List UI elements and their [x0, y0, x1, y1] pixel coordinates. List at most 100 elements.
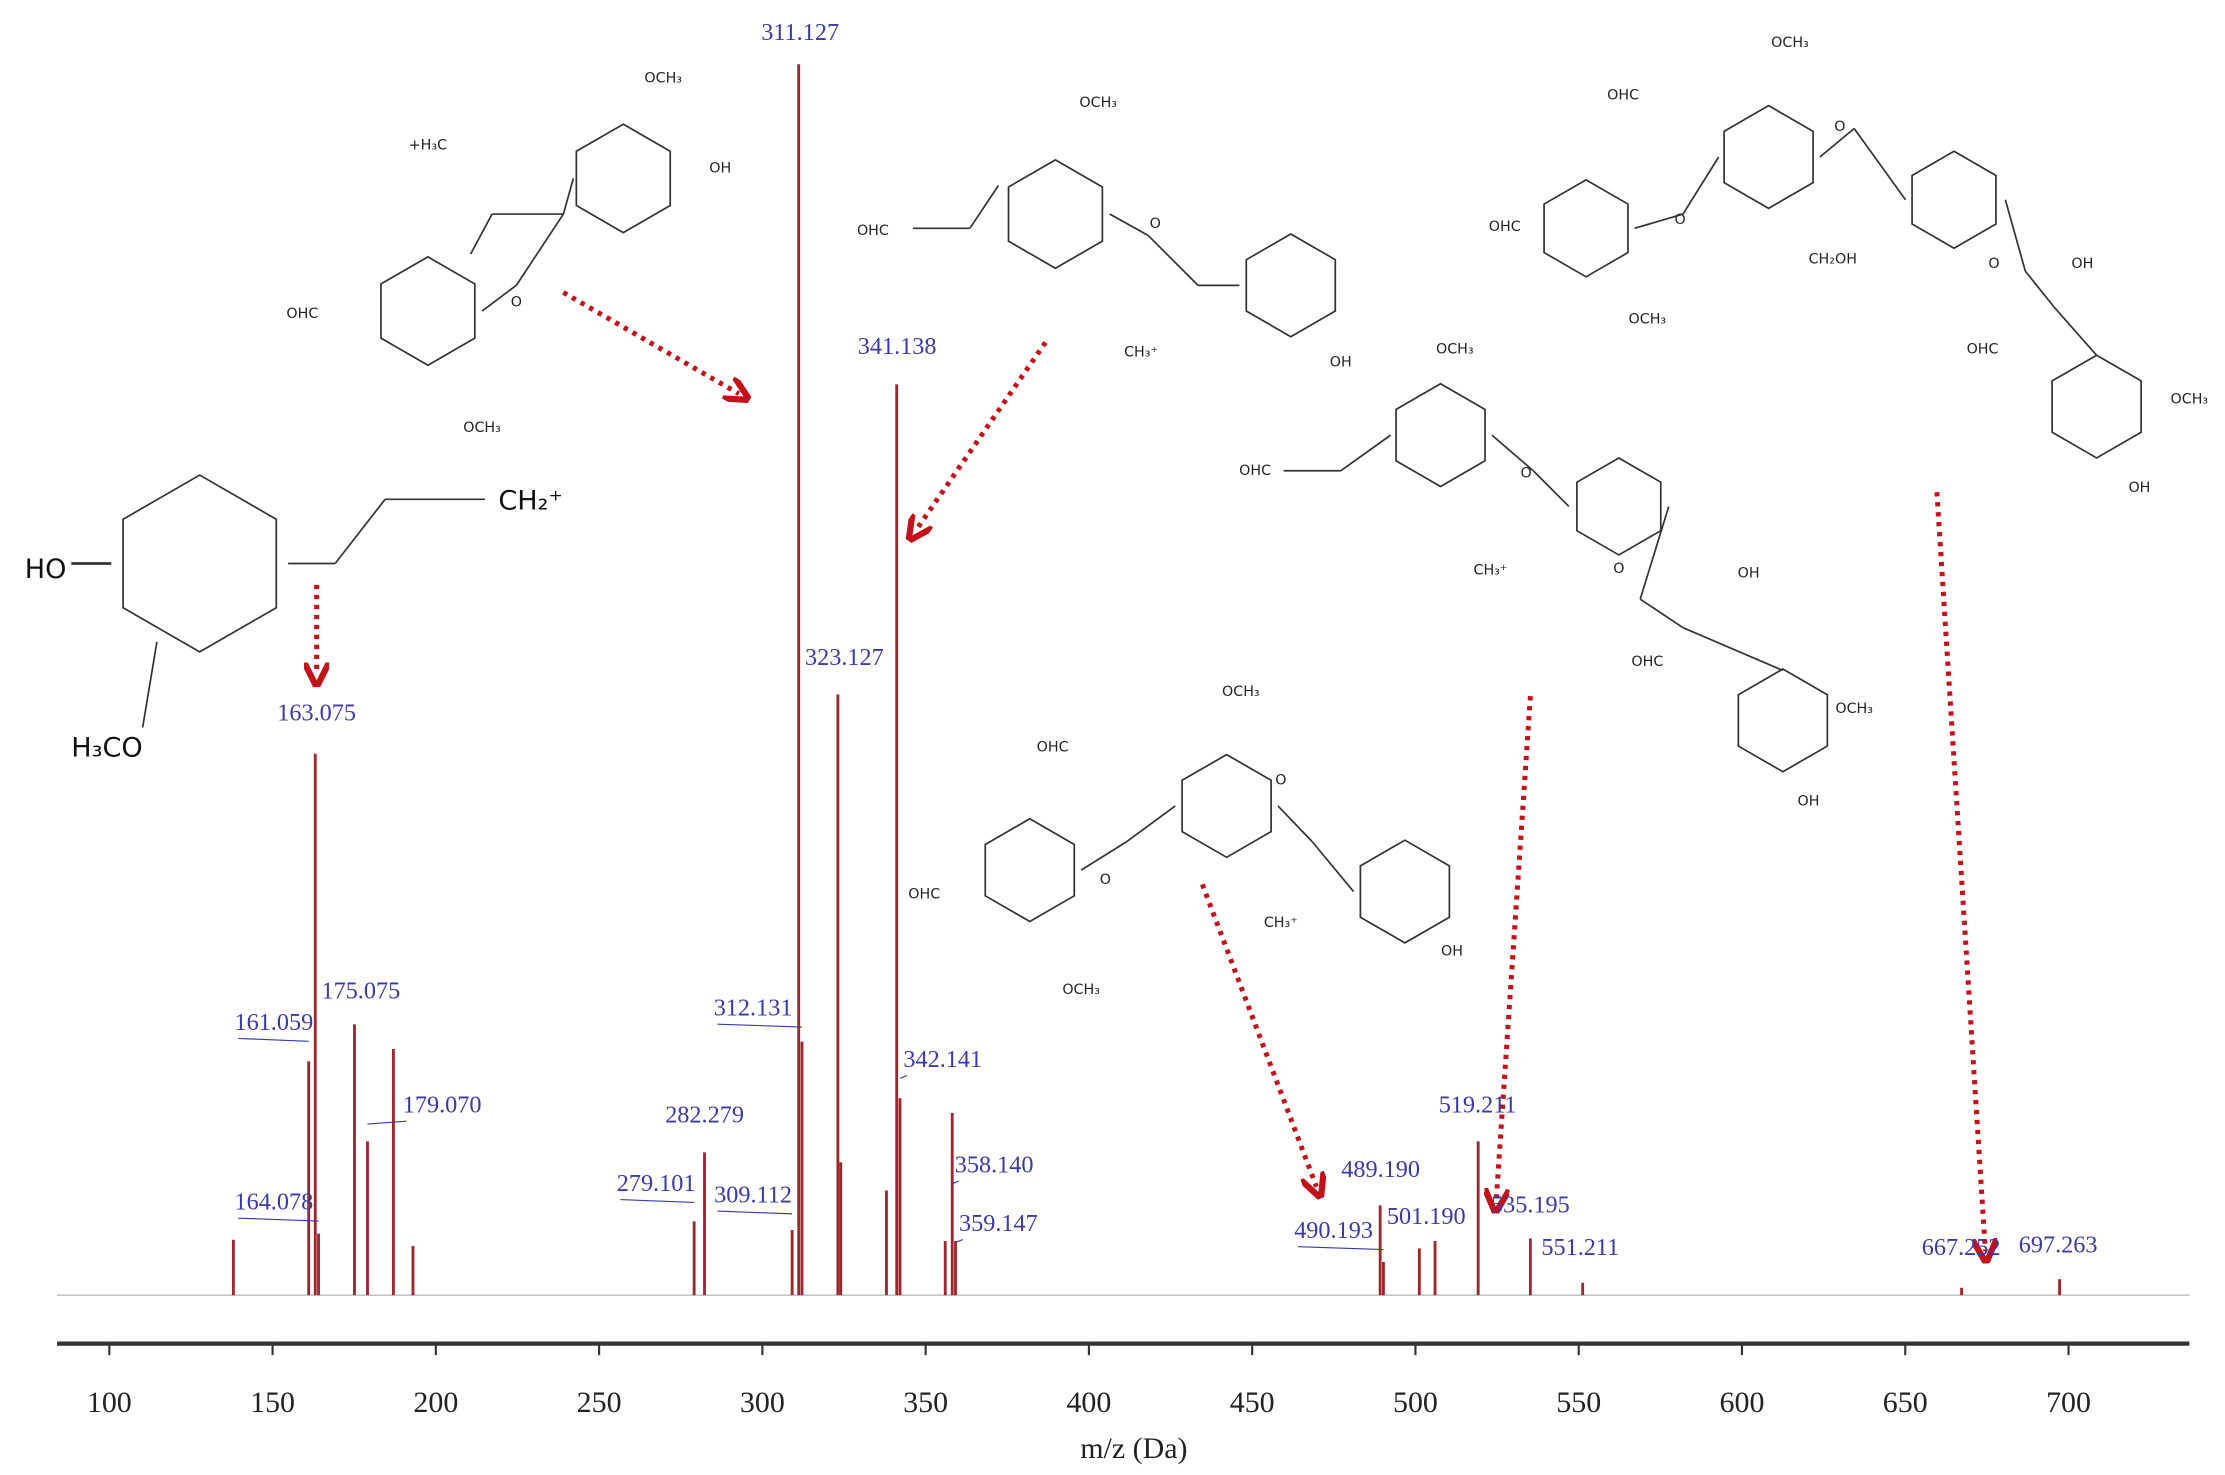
x-axis-title: m/z (Da) [1080, 1432, 1187, 1465]
ring [1181, 753, 1272, 859]
peak-label: 341.138 [858, 333, 937, 360]
x-tick-label: 500 [1393, 1386, 1438, 1419]
atom-label: OH [2071, 256, 2093, 272]
atom-label: OH [1330, 354, 1352, 370]
atom-label: O [1150, 216, 1161, 232]
label-leader [367, 1120, 407, 1125]
label-leader [238, 1217, 319, 1222]
bond [1126, 805, 1176, 843]
ring [1723, 104, 1814, 210]
ring [1007, 158, 1104, 270]
atom-label: OHC [1967, 342, 1999, 358]
atom-label: OHC [1489, 219, 1521, 235]
peak-label: 161.059 [234, 1009, 313, 1036]
arrow [562, 290, 738, 394]
bond [1340, 434, 1392, 472]
ring [380, 255, 476, 367]
atom-label: OCH₃ [1222, 684, 1260, 700]
bond [1277, 805, 1313, 843]
bond [481, 284, 517, 312]
atom-label: OCH₃ [1079, 95, 1117, 111]
label-leader [717, 1023, 803, 1028]
peak-label: 163.075 [277, 699, 356, 726]
atom-label: O [1675, 212, 1686, 228]
peak-label: 667.252 [1922, 1234, 2001, 1261]
x-tick-label: 600 [1720, 1386, 1765, 1419]
atom-label: +H₃C [409, 138, 447, 154]
label-leader [620, 1199, 695, 1204]
ring [1543, 178, 1629, 278]
label-leader [717, 1210, 793, 1215]
bond [1639, 506, 1670, 600]
atom-label: OH [709, 160, 731, 176]
ring [1911, 150, 1997, 250]
atom-label: OCH₃ [463, 420, 501, 436]
arrow [1934, 492, 1985, 1251]
peak-label: 490.193 [1294, 1217, 1373, 1244]
label-leader [1297, 1246, 1384, 1251]
atom-label: OHC [1239, 463, 1271, 479]
atom-label: OHC [908, 886, 940, 902]
peak-label: 519.211 [1439, 1092, 1517, 1119]
peak-label: 323.127 [805, 644, 884, 671]
bond [1634, 213, 1684, 230]
bond [1639, 598, 1684, 629]
ring [1737, 668, 1829, 773]
peak-label: 312.131 [714, 995, 793, 1022]
arrows [317, 290, 1986, 1251]
bond [469, 213, 493, 255]
peak-label: 697.263 [2019, 1231, 2098, 1258]
bond [1080, 840, 1128, 871]
bond [1147, 234, 1199, 286]
x-tick-label: 250 [577, 1386, 622, 1419]
atom-label: O [1613, 561, 1624, 577]
atom-label: O [1988, 256, 1999, 272]
bond [334, 498, 386, 565]
x-tick-label: 450 [1230, 1386, 1275, 1419]
atom-label: O [1834, 119, 1845, 135]
ring [1245, 233, 1337, 338]
bond [1853, 127, 1907, 201]
ring [1395, 382, 1486, 488]
peak-label: 164.078 [234, 1189, 313, 1216]
peak-label: 535.195 [1491, 1191, 1570, 1218]
bond [1819, 127, 1855, 158]
atom-label: OHC [1037, 739, 1069, 755]
atom-label: OCH₃ [1835, 701, 1873, 717]
peak-label: 309.112 [714, 1181, 792, 1208]
atom-label: OCH₃ [1771, 35, 1809, 51]
bond [141, 641, 158, 728]
ring [575, 123, 672, 234]
x-tick-label: 200 [413, 1386, 458, 1419]
x-tick-label: 700 [2046, 1386, 2091, 1419]
label-leader [238, 1037, 309, 1042]
label-leader [951, 1180, 959, 1185]
atom-label: CH₂⁺ [498, 486, 562, 517]
peak-label: 501.190 [1387, 1203, 1466, 1230]
x-tick-label: 100 [87, 1386, 132, 1419]
atom-label: CH₃⁺ [1264, 915, 1298, 931]
atom-label: O [1275, 772, 1286, 788]
arrow [1200, 883, 1316, 1186]
atom-label: OCH₃ [1629, 312, 1667, 328]
bond [515, 213, 565, 286]
peak-label: 279.101 [617, 1170, 696, 1197]
peak-label: 551.211 [1541, 1234, 1619, 1261]
atom-label: OH [1798, 794, 1820, 810]
ring [1576, 456, 1662, 556]
bond [562, 178, 575, 215]
atom-label: OCH₃ [1436, 342, 1474, 358]
bond [1532, 470, 1570, 508]
label-leader [955, 1239, 963, 1243]
ring [984, 817, 1076, 923]
atom-label: CH₃⁺ [1124, 344, 1158, 360]
atom-label: OHC [1631, 654, 1663, 670]
peak-label: 489.190 [1341, 1156, 1420, 1183]
x-tick-label: 300 [740, 1386, 785, 1419]
peak-label: 342.141 [903, 1046, 982, 1073]
x-tick-label: 150 [250, 1386, 295, 1419]
ring [122, 474, 278, 653]
x-tick-label: 350 [903, 1386, 948, 1419]
bond [2053, 306, 2098, 356]
